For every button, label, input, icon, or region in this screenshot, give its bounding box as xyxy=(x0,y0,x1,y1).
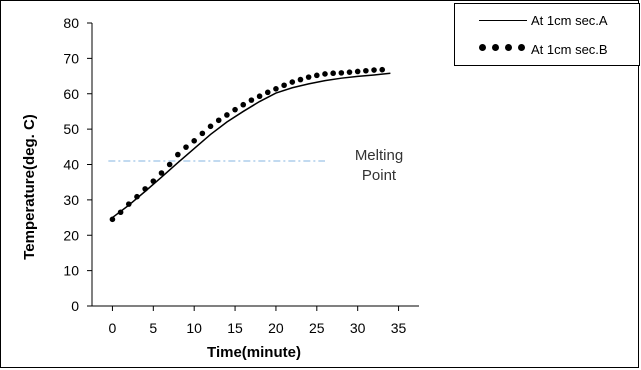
y-tick-label: 40 xyxy=(63,157,79,173)
y-tick-label: 0 xyxy=(71,298,79,314)
series-b-point xyxy=(215,117,222,124)
legend: At 1cm sec.A At 1cm sec.B xyxy=(454,3,640,66)
series-b-point xyxy=(338,70,345,76)
series-b-point xyxy=(134,193,140,200)
series-b-point xyxy=(109,216,116,223)
series-b-point xyxy=(289,79,296,85)
series-b-point xyxy=(175,151,181,158)
melting-point-annotation: Melting Point xyxy=(347,146,411,186)
series-b-point xyxy=(150,178,157,184)
x-tick-label: 15 xyxy=(227,320,243,336)
series-b-point xyxy=(330,70,336,77)
y-tick-label: 20 xyxy=(63,227,79,243)
series-b-point xyxy=(256,93,263,100)
y-tick-label: 50 xyxy=(63,121,79,137)
series-b-point xyxy=(305,74,312,80)
legend-label: At 1cm sec.B xyxy=(531,42,608,57)
series-b-point xyxy=(281,82,287,89)
series-b-point xyxy=(199,130,206,137)
y-tick-label: 30 xyxy=(63,192,79,208)
x-tick-label: 0 xyxy=(109,320,117,336)
series-a-line xyxy=(111,72,391,219)
series-b-point xyxy=(346,69,353,75)
x-tick-label: 5 xyxy=(149,320,157,336)
y-tick-label: 10 xyxy=(63,263,79,279)
legend-dots-sample xyxy=(479,44,527,54)
series-b-point xyxy=(207,123,214,130)
series-b-point xyxy=(379,66,386,73)
x-axis-label: Time(minute) xyxy=(207,344,301,361)
series-b-point xyxy=(142,186,148,192)
y-tick-label: 70 xyxy=(63,50,79,66)
y-axis-label: Temperature(deg. C) xyxy=(21,114,38,260)
series-b-point xyxy=(125,201,132,207)
series-b-point xyxy=(117,209,124,216)
series-b-point xyxy=(224,112,230,118)
x-tick-label: 20 xyxy=(268,320,284,336)
series-b-point xyxy=(264,89,271,96)
series-b-point xyxy=(297,76,304,83)
annotation-line-2: Point xyxy=(361,167,397,184)
series-b-point xyxy=(248,97,255,103)
annotation-line-1: Melting xyxy=(354,147,404,164)
x-tick-label: 35 xyxy=(391,320,407,336)
x-tick-label: 30 xyxy=(350,320,366,336)
series-b-point xyxy=(354,68,361,75)
series-b-point xyxy=(240,101,247,108)
series-b-point xyxy=(273,85,279,92)
legend-item-series-a: At 1cm sec.A xyxy=(455,11,639,31)
legend-line-sample xyxy=(479,20,527,21)
legend-label: At 1cm sec.A xyxy=(531,13,608,28)
series-b-point xyxy=(363,67,369,74)
series-b-point xyxy=(158,170,165,176)
x-tick-label: 10 xyxy=(186,320,202,336)
series-b-point xyxy=(191,137,197,144)
y-tick-label: 80 xyxy=(63,15,79,31)
series-b-point xyxy=(232,106,238,113)
y-tick-label: 60 xyxy=(63,86,79,102)
x-tick-label: 25 xyxy=(309,320,325,336)
series-b-point xyxy=(371,67,377,73)
series-b-point xyxy=(183,144,189,150)
series-b-point xyxy=(322,71,328,77)
series-b-point xyxy=(314,72,320,79)
legend-item-series-b: At 1cm sec.B xyxy=(455,40,639,60)
series-b-point xyxy=(166,161,173,168)
